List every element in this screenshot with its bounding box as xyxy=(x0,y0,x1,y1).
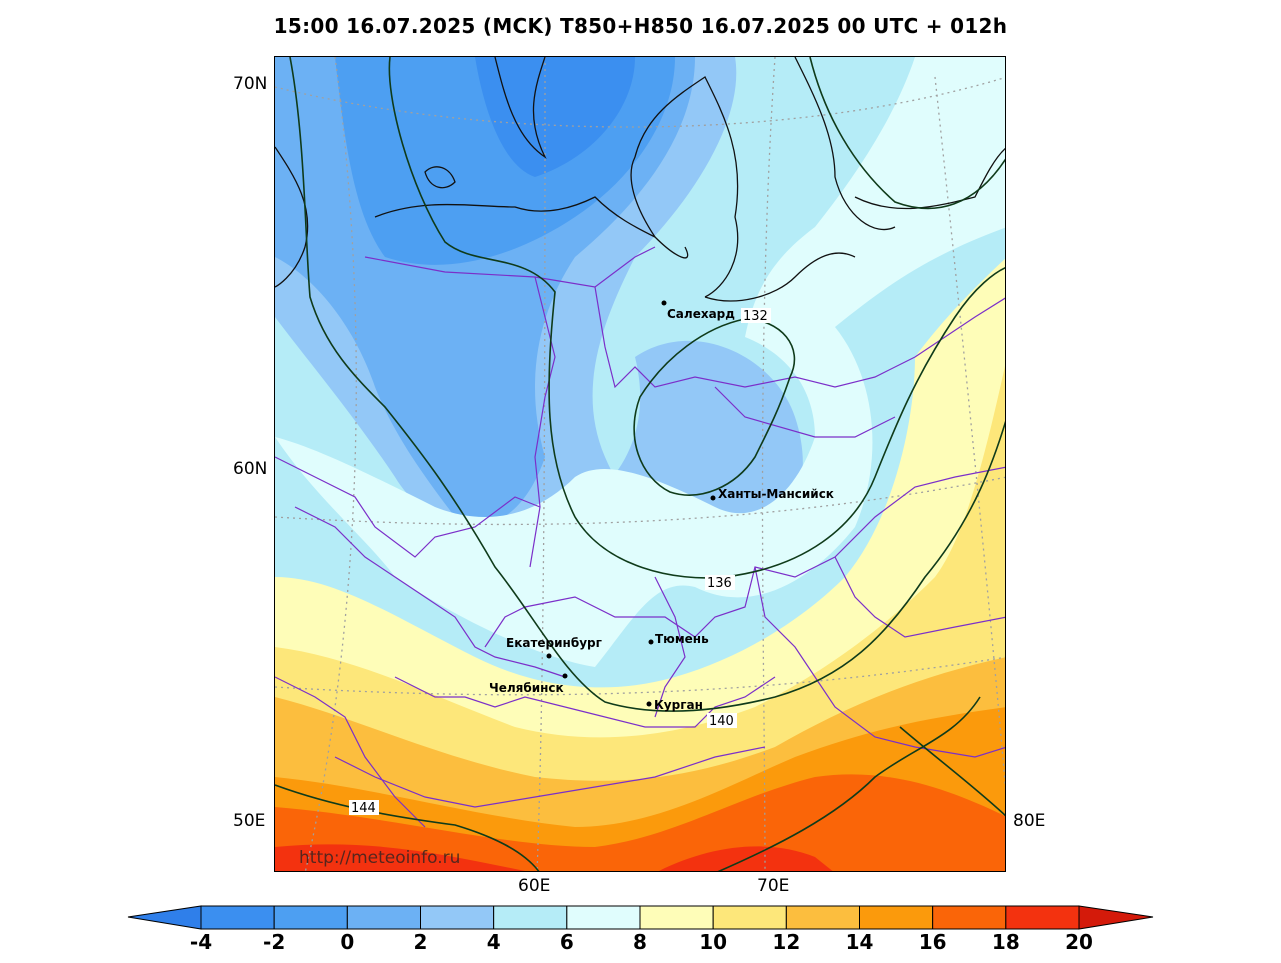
colorbar-cell xyxy=(566,905,641,930)
contour-144 xyxy=(275,784,540,871)
lon-label-80e: 80E xyxy=(1013,811,1046,831)
colorbar-cell xyxy=(859,905,934,930)
contour-label-144: 144 xyxy=(351,801,376,816)
height-contours xyxy=(275,57,1005,871)
colorbar-cell xyxy=(639,905,714,930)
watermark: http://meteoinfo.ru xyxy=(299,848,460,868)
colorbar-tick-label: 8 xyxy=(633,930,647,954)
city-dot-tyumen xyxy=(648,639,654,645)
colorbar-high-extend xyxy=(1078,905,1154,930)
map-canvas: 132 136 140 144 Салехард Ханты-Мансийск … xyxy=(275,57,1005,871)
colorbar-tick-label: 6 xyxy=(559,930,574,954)
contour-140 xyxy=(289,57,1005,712)
band-16-18 xyxy=(275,774,1005,871)
colorbar-tick-label: 20 xyxy=(1065,930,1093,954)
colorbar-tick-label: 14 xyxy=(845,930,874,954)
colorbar-tick-label: 12 xyxy=(772,930,801,954)
city-label-salekhard: Салехард xyxy=(667,307,735,321)
city-label-tyumen: Тюмень xyxy=(655,632,709,646)
colorbar-tick-label: 0 xyxy=(340,930,355,954)
colorbar-cell xyxy=(493,905,568,930)
city-dot-khanty-mansiysk xyxy=(710,495,716,501)
temperature-map[interactable]: 132 136 140 144 Салехард Ханты-Мансийск … xyxy=(274,56,1006,872)
city-markers: Салехард Ханты-Мансийск Екатеринбург Тюм… xyxy=(489,300,834,712)
band-neg4-neg2 xyxy=(475,57,635,177)
contour-north-east xyxy=(809,57,1005,210)
colorbar-cell xyxy=(1005,905,1080,930)
band-18-20 xyxy=(275,844,833,871)
city-label-khanty-mansiysk: Ханты-Мансийск xyxy=(718,487,834,501)
city-dot-yekaterinburg xyxy=(546,653,552,659)
colorbar-tick-label: 4 xyxy=(486,930,501,954)
colorbar xyxy=(127,905,1154,930)
city-label-chelyabinsk: Челябинск xyxy=(489,681,564,695)
lon-label-70e: 70E xyxy=(757,876,790,896)
contour-labels: 132 136 140 144 xyxy=(349,308,771,816)
colorbar-cell xyxy=(712,905,787,930)
lat-label-50e: 50E xyxy=(233,811,266,831)
colorbar-tick-label: -2 xyxy=(263,930,286,954)
map-title: 15:00 16.07.2025 (MCK) T850+H850 16.07.2… xyxy=(273,14,1008,38)
colorbar-cell xyxy=(420,905,495,930)
colorbar-tick-label: 10 xyxy=(699,930,728,954)
contour-132 xyxy=(633,318,796,496)
colorbar-tick-label: 2 xyxy=(413,930,428,954)
city-dot-salekhard xyxy=(661,300,667,306)
lat-label-60n: 60N xyxy=(233,459,268,479)
city-dot-kurgan xyxy=(646,701,652,707)
city-label-yekaterinburg: Екатеринбург xyxy=(506,636,602,650)
colorbar-tick-label: -4 xyxy=(189,930,213,954)
colorbar-tick-label: 18 xyxy=(991,930,1020,954)
contour-label-140: 140 xyxy=(709,714,734,729)
contour-144-east xyxy=(717,696,981,871)
admin-borders xyxy=(275,246,1005,828)
city-dot-chelyabinsk xyxy=(562,673,568,679)
lat-label-70n: 70N xyxy=(233,74,268,94)
city-label-kurgan: Курган xyxy=(654,698,703,712)
colorbar-cell xyxy=(932,905,1007,930)
graticule xyxy=(275,57,1005,871)
colorbar-tick-label: 16 xyxy=(918,930,947,954)
colorbar-cell xyxy=(346,905,422,930)
contour-label-136: 136 xyxy=(707,576,732,591)
contour-136 xyxy=(388,57,1005,579)
colorbar-cell xyxy=(785,905,860,930)
contour-label-132: 132 xyxy=(743,309,768,324)
lon-label-60e: 60E xyxy=(518,876,551,896)
colorbar-cell xyxy=(273,905,348,930)
colorbar-cells xyxy=(200,905,1080,930)
colorbar-low-extend xyxy=(127,905,202,930)
band-6-8 xyxy=(275,57,1005,667)
colorbar-cell xyxy=(200,905,275,930)
